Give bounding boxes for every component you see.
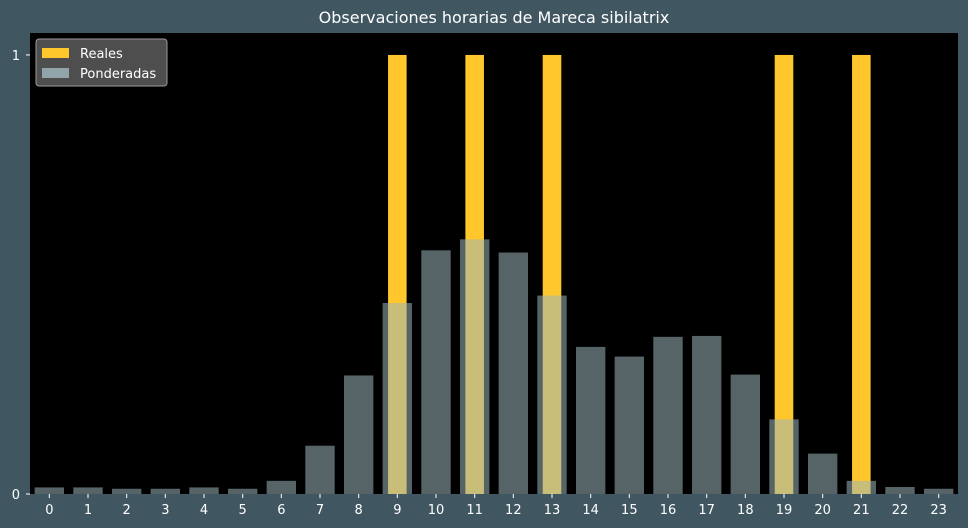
ponderadas-bar-14 — [576, 347, 605, 494]
x-tick-label-0: 0 — [45, 503, 53, 518]
chart-title: Observaciones horarias de Mareca sibilat… — [319, 8, 670, 27]
x-tick-label-7: 7 — [316, 503, 324, 518]
x-tick-label-19: 19 — [776, 503, 793, 518]
x-tick-label-18: 18 — [737, 503, 754, 518]
x-tick-label-1: 1 — [84, 503, 92, 518]
x-tick-label-15: 15 — [621, 503, 638, 518]
plot-area — [30, 33, 958, 494]
ponderadas-bar-19 — [769, 419, 798, 494]
ponderadas-bar-16 — [653, 337, 682, 494]
ponderadas-bar-2 — [112, 489, 141, 494]
legend-swatch-ponderadas — [42, 68, 69, 78]
ponderadas-bar-20 — [808, 454, 837, 494]
ponderadas-bar-9 — [383, 303, 412, 494]
x-tick-label-5: 5 — [239, 503, 247, 518]
x-tick-label-16: 16 — [660, 503, 677, 518]
legend-swatch-reales — [42, 48, 69, 58]
x-tick-label-17: 17 — [698, 503, 715, 518]
y-tick-label-0: 0 — [12, 488, 20, 503]
x-tick-label-21: 21 — [853, 503, 870, 518]
ponderadas-bar-0 — [35, 487, 64, 494]
ponderadas-bar-21 — [847, 481, 876, 494]
legend-label-reales: Reales — [80, 47, 123, 62]
ponderadas-bar-13 — [537, 296, 566, 494]
x-tick-label-22: 22 — [892, 503, 909, 518]
ponderadas-bar-17 — [692, 336, 721, 494]
x-tick-label-3: 3 — [161, 503, 169, 518]
y-axis: 01 — [12, 49, 30, 503]
legend-label-ponderadas: Ponderadas — [80, 67, 156, 82]
x-tick-label-4: 4 — [200, 503, 208, 518]
x-axis: 0 1 2 3 4 5 6 7 8 9 10 11 12 13 14 15 16 17 18 19 20 21 22 23 — [45, 494, 947, 518]
y-tick-label-1: 1 — [12, 49, 20, 64]
x-tick-label-11: 11 — [466, 503, 483, 518]
ponderadas-bar-1 — [73, 487, 102, 494]
ponderadas-bar-8 — [344, 375, 373, 494]
x-tick-label-12: 12 — [505, 503, 522, 518]
ponderadas-bar-23 — [924, 489, 953, 494]
ponderadas-bar-10 — [421, 250, 450, 494]
legend: Reales Ponderadas — [36, 39, 167, 86]
x-tick-label-9: 9 — [393, 503, 401, 518]
ponderadas-bar-22 — [885, 487, 914, 494]
x-tick-label-23: 23 — [930, 503, 947, 518]
ponderadas-bar-7 — [305, 446, 334, 494]
x-tick-label-13: 13 — [544, 503, 561, 518]
ponderadas-bar-18 — [731, 375, 760, 494]
x-tick-label-2: 2 — [123, 503, 131, 518]
x-tick-label-10: 10 — [428, 503, 445, 518]
x-tick-label-8: 8 — [355, 503, 363, 518]
x-tick-label-6: 6 — [277, 503, 285, 518]
ponderadas-bar-5 — [228, 489, 257, 494]
ponderadas-bar-15 — [615, 357, 644, 494]
x-tick-label-20: 20 — [814, 503, 831, 518]
ponderadas-bar-11 — [460, 239, 489, 494]
ponderadas-bar-12 — [499, 253, 528, 494]
ponderadas-bar-4 — [189, 487, 218, 494]
ponderadas-bar-6 — [267, 481, 296, 494]
reales-bar-21 — [852, 55, 871, 494]
x-tick-label-14: 14 — [582, 503, 599, 518]
ponderadas-bar-3 — [151, 489, 180, 494]
